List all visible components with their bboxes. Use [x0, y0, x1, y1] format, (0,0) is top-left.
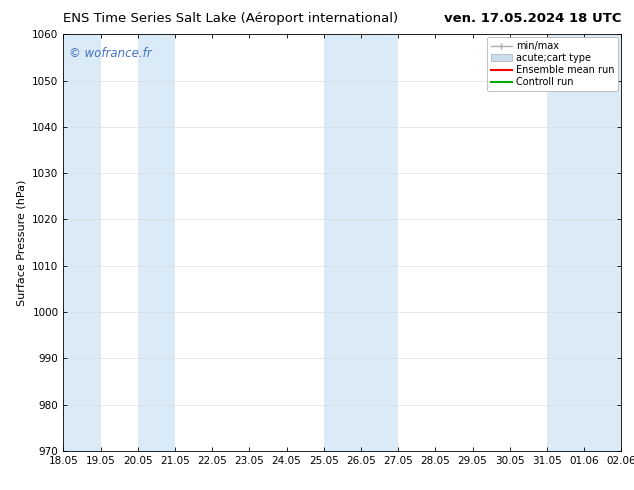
Bar [547, 34, 621, 451]
Y-axis label: Surface Pressure (hPa): Surface Pressure (hPa) [16, 179, 27, 306]
Legend: min/max, acute;cart type, Ensemble mean run, Controll run: min/max, acute;cart type, Ensemble mean … [487, 37, 618, 91]
Bar [138, 34, 175, 451]
Bar [324, 34, 398, 451]
Text: © wofrance.fr: © wofrance.fr [69, 47, 152, 60]
Text: ENS Time Series Salt Lake (Aéroport international): ENS Time Series Salt Lake (Aéroport inte… [63, 12, 399, 25]
Text: ven. 17.05.2024 18 UTC: ven. 17.05.2024 18 UTC [444, 12, 621, 25]
Bar [63, 34, 101, 451]
